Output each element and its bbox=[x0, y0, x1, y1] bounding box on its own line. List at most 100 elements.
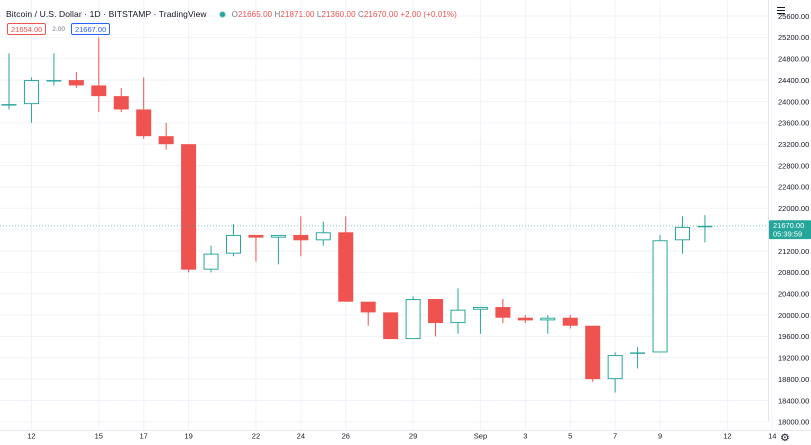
last-price-value: 21670.00 bbox=[773, 221, 804, 230]
candle-up bbox=[652, 234, 668, 353]
candle-down bbox=[562, 315, 578, 329]
x-tick-label: 7 bbox=[613, 432, 617, 441]
y-tick-label: 20000.00 bbox=[778, 311, 809, 320]
high-label: H bbox=[274, 9, 281, 19]
y-tick-label: 21200.00 bbox=[778, 247, 809, 256]
candle-up bbox=[405, 296, 421, 340]
time-axis[interactable]: 12 15 17 19 22 24 26 29 Sep 3 5 7 9 12 14 bbox=[27, 432, 776, 441]
y-tick-label: 23600.00 bbox=[778, 119, 809, 128]
buy-button[interactable]: 21667.00 bbox=[70, 23, 111, 35]
candle-body bbox=[203, 253, 219, 270]
y-tick-label: 22800.00 bbox=[778, 162, 809, 171]
candle-down bbox=[360, 301, 376, 326]
market-status-icon[interactable] bbox=[218, 10, 226, 18]
candle-down bbox=[585, 325, 601, 382]
high-value: 21871.00 bbox=[280, 9, 315, 19]
candle-up bbox=[450, 288, 466, 334]
open-label: O bbox=[231, 9, 238, 19]
candle-up bbox=[226, 224, 241, 257]
candle-body bbox=[91, 85, 107, 97]
change-value: +2.00 (+0.01%) bbox=[400, 9, 457, 19]
y-tick-label: 22000.00 bbox=[778, 204, 809, 213]
symbol-title[interactable]: Bitcoin / U.S. Dollar · 1D · BITSTAMP · … bbox=[6, 9, 207, 19]
candle-down bbox=[248, 234, 264, 262]
y-tick-label: 19200.00 bbox=[778, 354, 809, 363]
y-tick-label: 18800.00 bbox=[778, 375, 809, 384]
x-tick-label: 14 bbox=[768, 432, 776, 441]
candle-up bbox=[630, 347, 646, 369]
last-price-tag-bg bbox=[769, 220, 811, 240]
x-tick-label: 12 bbox=[723, 432, 731, 441]
candle-body bbox=[495, 307, 511, 318]
candle-up bbox=[203, 245, 219, 273]
candle-down bbox=[383, 312, 399, 340]
candle-body bbox=[360, 301, 376, 313]
candle-body bbox=[450, 309, 466, 324]
y-tick-label: 20800.00 bbox=[778, 268, 809, 277]
quote-bar: 21654.00 2.00 21667.00 bbox=[7, 23, 111, 35]
candle-up bbox=[46, 53, 62, 86]
candle-body bbox=[136, 109, 152, 137]
x-tick-label: Sep bbox=[474, 432, 487, 441]
candle-body bbox=[23, 80, 39, 105]
y-tick-label: 24800.00 bbox=[778, 55, 809, 64]
x-tick-label: 9 bbox=[658, 432, 662, 441]
ohlc-values: O21665.00 H21871.00 L21360.00 C21670.00 … bbox=[232, 10, 457, 19]
y-tick-label: 18400.00 bbox=[778, 397, 809, 406]
x-tick-label: 3 bbox=[523, 432, 527, 441]
y-tick-label: 19600.00 bbox=[778, 332, 809, 341]
candle-up bbox=[675, 216, 690, 254]
candle-body bbox=[113, 96, 129, 110]
candle-body bbox=[248, 234, 264, 238]
candle-down bbox=[158, 122, 174, 150]
candles bbox=[1, 37, 713, 393]
candle-body bbox=[226, 234, 241, 254]
candle-up bbox=[540, 315, 556, 334]
x-tick-label: 29 bbox=[409, 432, 417, 441]
open-value: 21665.00 bbox=[238, 9, 273, 19]
x-tick-label: 12 bbox=[27, 432, 35, 441]
candle-body bbox=[652, 240, 668, 353]
candle-down bbox=[293, 216, 309, 257]
candle-up bbox=[472, 307, 488, 334]
y-tick-label: 23200.00 bbox=[778, 140, 809, 149]
candle-body bbox=[158, 136, 174, 145]
candle-body bbox=[585, 325, 601, 380]
x-tick-label: 24 bbox=[297, 432, 305, 441]
candle-body bbox=[293, 234, 309, 241]
candle-down bbox=[91, 37, 107, 113]
candle-body bbox=[472, 307, 488, 310]
spread-value: 2.00 bbox=[52, 25, 65, 33]
candle-up bbox=[315, 221, 331, 246]
x-tick-label: 5 bbox=[568, 432, 572, 441]
y-tick-label: 25200.00 bbox=[778, 33, 809, 42]
gear-icon: ⚙ bbox=[780, 431, 790, 444]
sell-button[interactable]: 21654.00 bbox=[7, 23, 47, 35]
candle-body bbox=[562, 317, 578, 326]
x-tick-label: 22 bbox=[252, 432, 260, 441]
close-label: C bbox=[357, 9, 364, 19]
candle-down bbox=[181, 144, 197, 273]
candle-body bbox=[405, 299, 421, 340]
y-tick-label: 24400.00 bbox=[778, 76, 809, 85]
low-value: 21360.00 bbox=[321, 9, 356, 19]
hamburger-icon[interactable] bbox=[776, 7, 786, 17]
x-tick-label: 19 bbox=[184, 432, 192, 441]
candle-up bbox=[607, 352, 623, 393]
candle-body bbox=[315, 232, 331, 241]
candle-body bbox=[517, 317, 533, 321]
candle-up bbox=[1, 53, 17, 110]
price-axis[interactable]: 18000.00 18400.00 18800.00 19200.00 19600.00… bbox=[778, 12, 809, 427]
y-tick-label: 18000.00 bbox=[778, 418, 809, 427]
candle-body bbox=[428, 299, 444, 324]
candle-up bbox=[270, 234, 286, 265]
candle-down bbox=[495, 299, 511, 324]
candle-body bbox=[675, 226, 690, 241]
x-tick-label: 17 bbox=[140, 432, 148, 441]
candle-down bbox=[136, 77, 152, 139]
candle-body bbox=[383, 312, 399, 340]
candle-body bbox=[270, 234, 286, 238]
